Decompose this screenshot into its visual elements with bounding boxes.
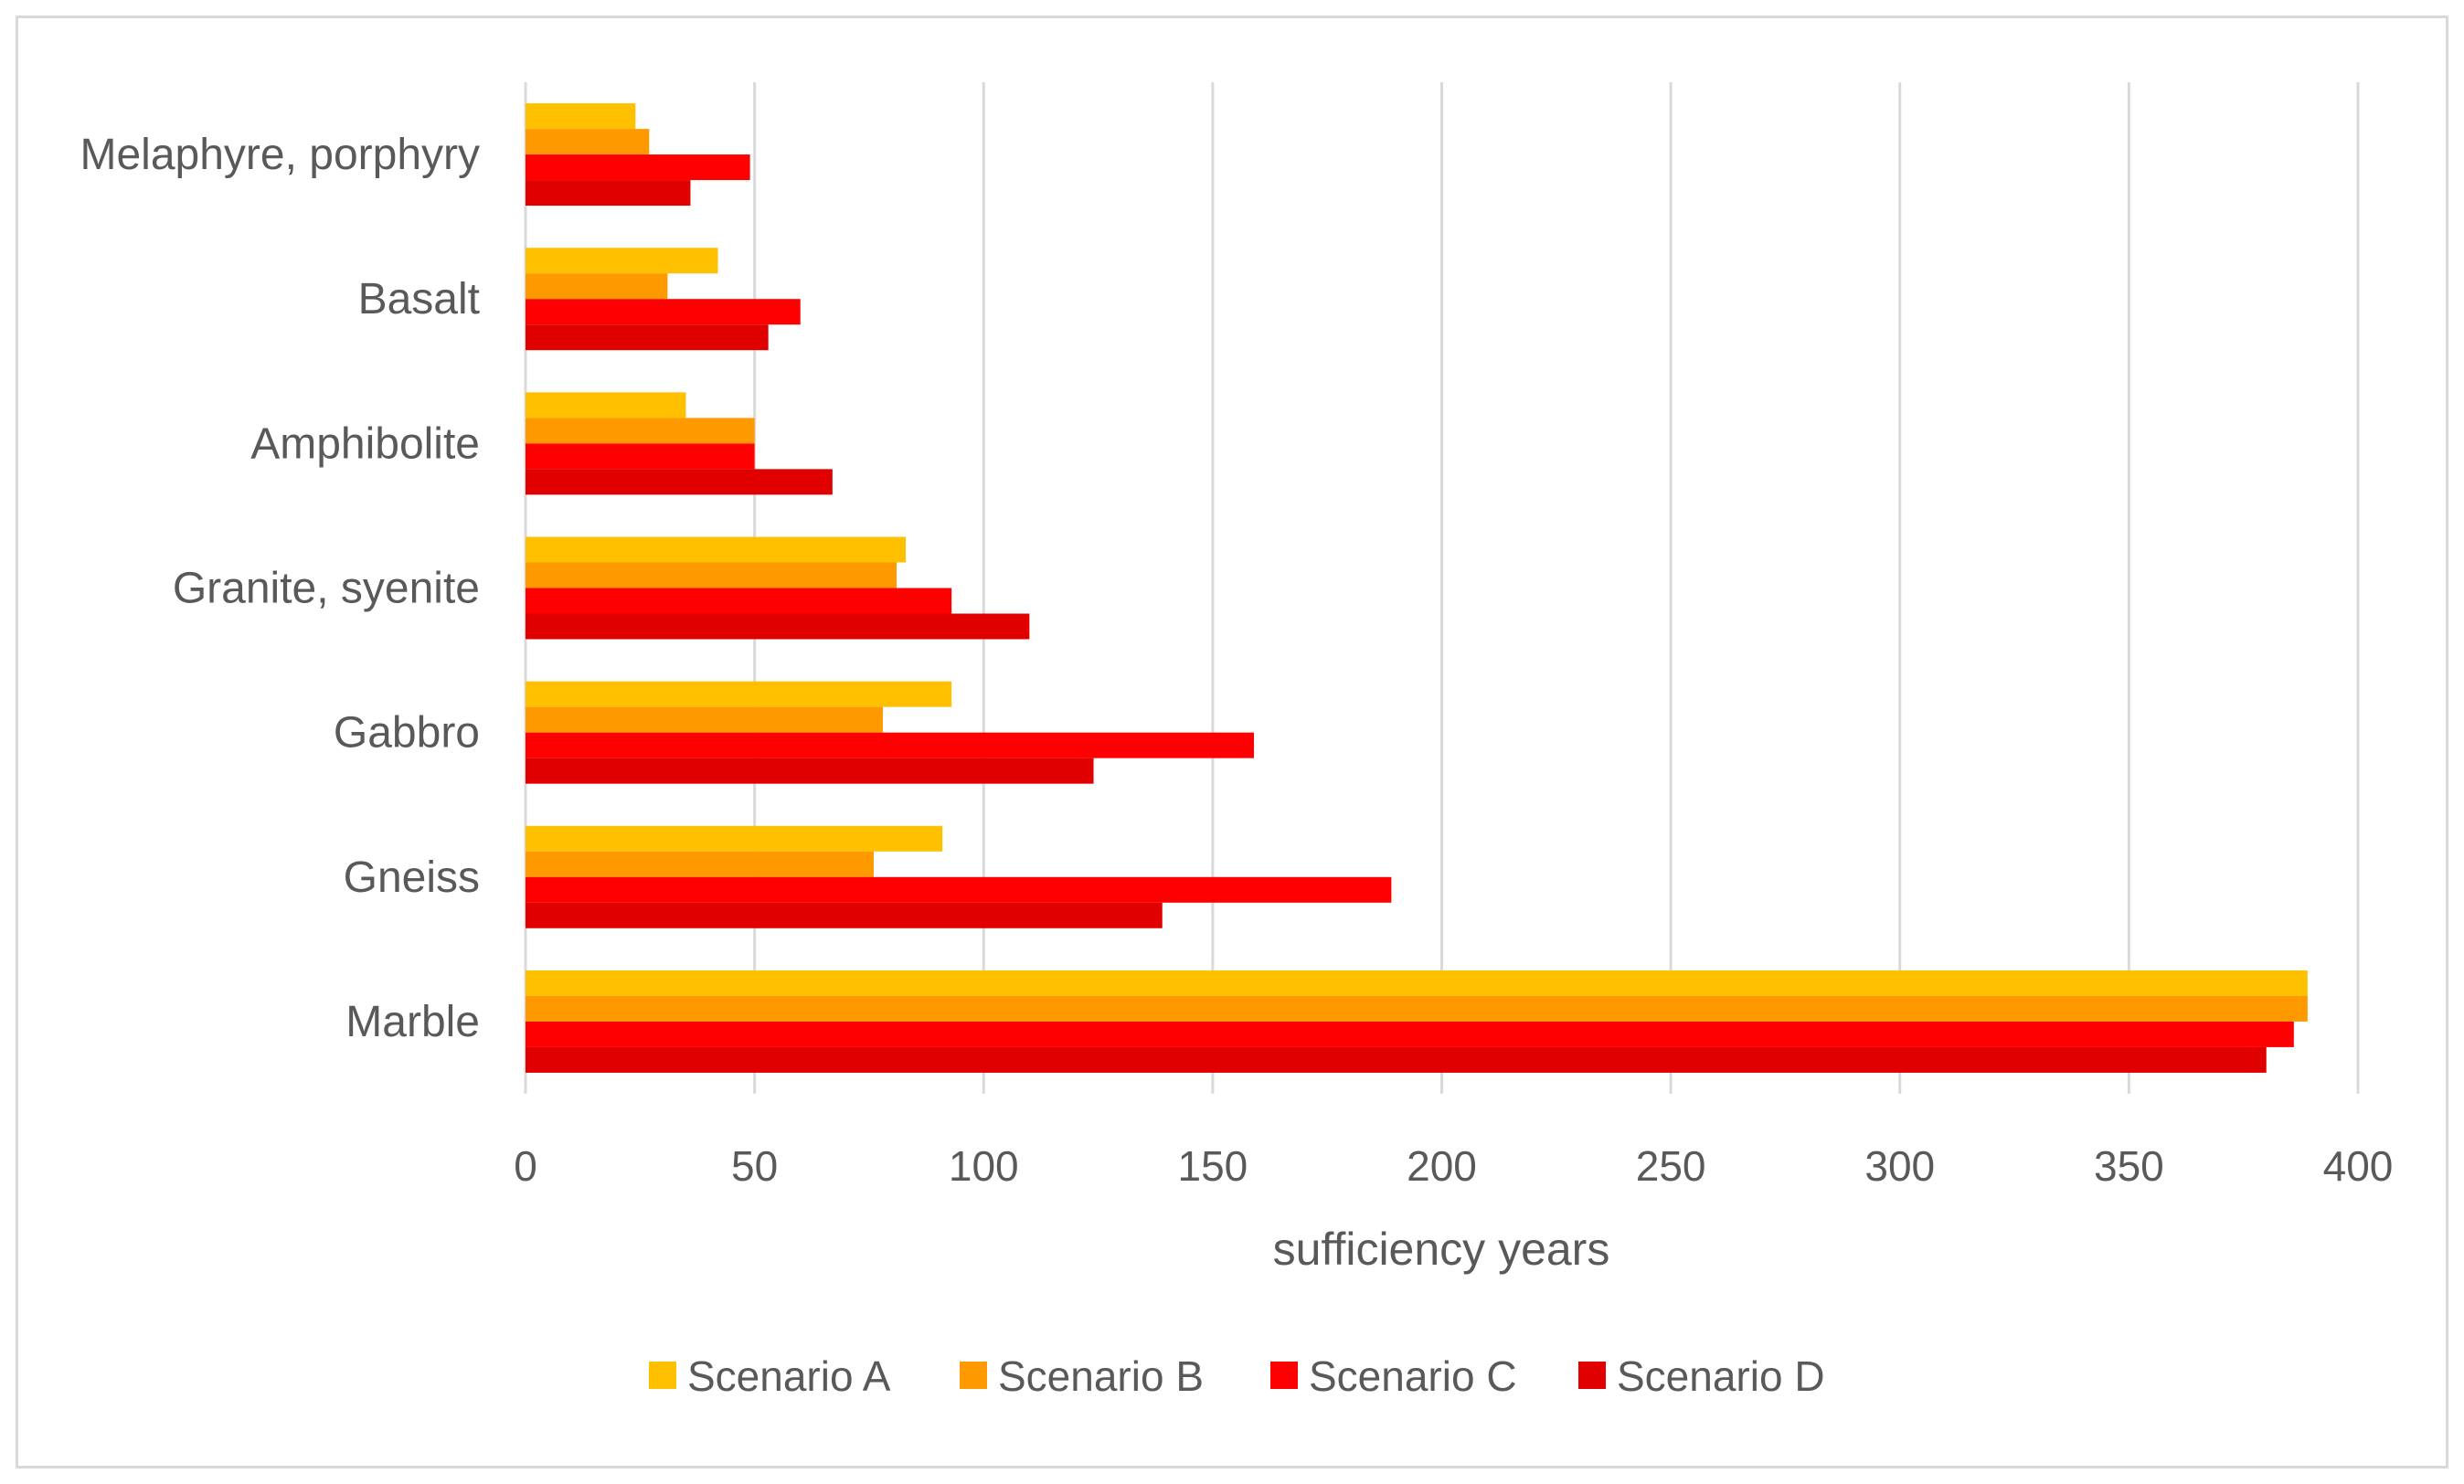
- bar-scenario-d: [526, 758, 1094, 784]
- x-tick-labels: 0 50 100 150 200 250 300 350 400: [514, 1142, 2393, 1190]
- bar-scenario-a: [526, 248, 718, 274]
- bar-scenario-c: [526, 154, 750, 181]
- bar-chart: Melaphyre, porphyry Basalt Amphibolite Gran…: [80, 82, 2393, 1400]
- bar-scenario-a: [526, 681, 952, 707]
- x-tick-label: 150: [1178, 1142, 1248, 1190]
- category-label: Gneiss: [344, 853, 480, 902]
- bar-scenario-a: [526, 970, 2308, 996]
- bar-scenario-a: [526, 392, 686, 419]
- legend-label: Scenario A: [687, 1352, 891, 1400]
- bar-scenario-c: [526, 588, 952, 614]
- x-tick-label: 400: [2323, 1142, 2394, 1190]
- legend-swatch: [960, 1362, 987, 1389]
- bar-scenario-a: [526, 103, 636, 130]
- legend-label: Scenario D: [1617, 1352, 1825, 1400]
- legend: Scenario A Scenario B Scenario C Scenario D: [649, 1352, 1825, 1400]
- legend-label: Scenario C: [1309, 1352, 1517, 1400]
- category-label: Gabbro: [334, 709, 480, 758]
- x-tick-label: 300: [1864, 1142, 1935, 1190]
- legend-swatch: [1578, 1362, 1606, 1389]
- category-labels: Melaphyre, porphyry Basalt Amphibolite Gran…: [80, 131, 480, 1046]
- bar-scenario-d: [526, 324, 769, 351]
- bar-scenario-a: [526, 536, 907, 563]
- bar-scenario-a: [526, 825, 943, 852]
- bar-scenario-b: [526, 562, 897, 588]
- x-tick-label: 50: [731, 1142, 778, 1190]
- bar-scenario-d: [526, 902, 1163, 928]
- bar-scenario-d: [526, 469, 833, 495]
- bar-scenario-b: [526, 995, 2308, 1022]
- category-label: Basalt: [358, 275, 480, 323]
- bar-scenario-b: [526, 851, 874, 877]
- legend-swatch: [1270, 1362, 1298, 1389]
- x-tick-label: 100: [949, 1142, 1019, 1190]
- bar-scenario-b: [526, 273, 668, 300]
- legend-label: Scenario B: [998, 1352, 1204, 1400]
- bar-scenario-b: [526, 706, 883, 733]
- bar-scenario-d: [526, 180, 691, 207]
- category-label: Marble: [345, 998, 480, 1046]
- x-tick-label: 0: [514, 1142, 537, 1190]
- bar-scenario-c: [526, 1021, 2294, 1047]
- x-tick-label: 350: [2094, 1142, 2164, 1190]
- gridlines: [524, 82, 2360, 1094]
- category-label: Granite, syenite: [173, 565, 480, 613]
- bar-scenario-b: [526, 418, 755, 444]
- x-axis-title: sufficiency years: [1273, 1224, 1610, 1275]
- category-label: Melaphyre, porphyry: [80, 131, 480, 179]
- legend-swatch: [649, 1362, 676, 1389]
- bars: [526, 103, 2308, 1073]
- x-tick-label: 200: [1407, 1142, 1477, 1190]
- bar-scenario-d: [526, 1046, 2267, 1073]
- bar-scenario-c: [526, 443, 755, 470]
- category-label: Amphibolite: [250, 419, 480, 468]
- bar-scenario-c: [526, 732, 1254, 758]
- bar-scenario-c: [526, 876, 1392, 903]
- bar-scenario-c: [526, 299, 801, 325]
- chart-frame: Melaphyre, porphyry Basalt Amphibolite Gran…: [16, 16, 2448, 1468]
- bar-scenario-b: [526, 129, 650, 155]
- x-tick-label: 250: [1636, 1142, 1706, 1190]
- bar-scenario-d: [526, 613, 1030, 640]
